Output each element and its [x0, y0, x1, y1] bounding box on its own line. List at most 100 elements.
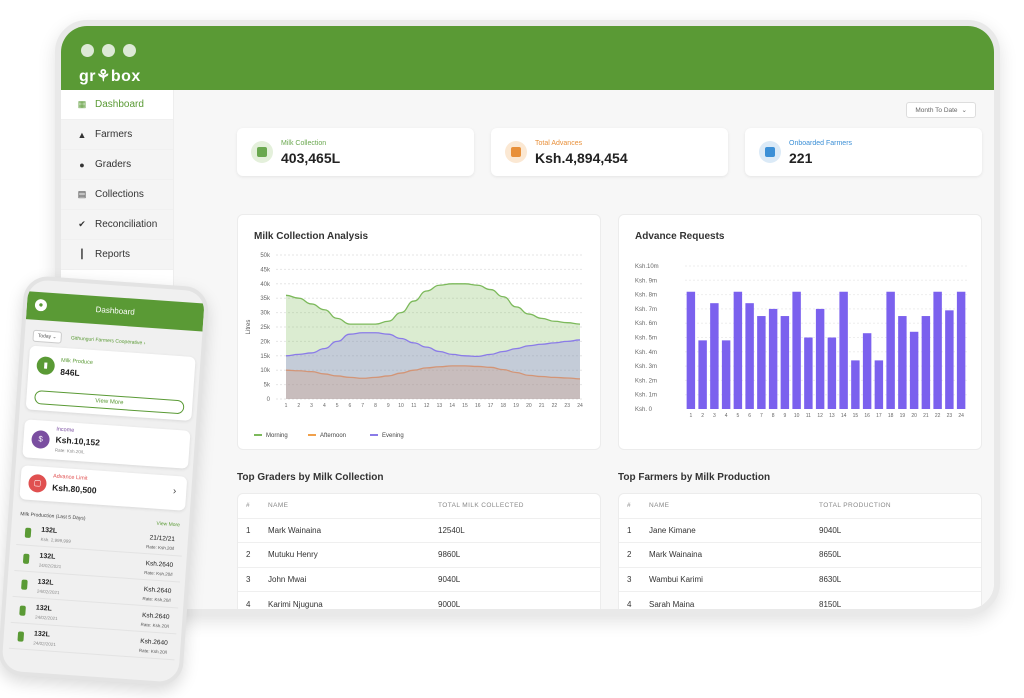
title-bar: gr⚘box	[61, 26, 994, 90]
x-tick-label: 12	[817, 413, 823, 419]
production-view-more-link[interactable]: View More	[156, 520, 181, 529]
bar[interactable]	[827, 337, 837, 410]
legend-label: Evening	[382, 433, 404, 439]
table-row[interactable]: 2 Mutuku Henry 9860L	[238, 543, 600, 568]
bar[interactable]	[839, 291, 848, 409]
table-cell: Wambui Karimi	[649, 574, 703, 584]
sidebar-item-graders[interactable]: ● Graders	[61, 150, 173, 180]
bar[interactable]	[815, 308, 825, 409]
bar[interactable]	[780, 316, 790, 409]
bar[interactable]	[757, 316, 766, 409]
x-tick-label: 14	[841, 413, 847, 419]
sidebar-item-reports[interactable]: ┃ Reports	[61, 240, 173, 270]
advance-limit-card[interactable]: ▢ Advance Limit Ksh.80,500 ›	[19, 465, 188, 511]
table-header-row: # NAME TOTAL MILK COLLECTED	[238, 494, 600, 519]
rate: Rate: Ksh.20/l	[145, 544, 175, 552]
quantity: 132L	[39, 552, 56, 561]
milk-can-icon	[251, 141, 273, 163]
table-row[interactable]: 1 Jane Kimane 9040L	[619, 519, 981, 543]
x-tick-label: 13	[829, 413, 835, 419]
bar[interactable]	[862, 333, 872, 409]
period-select-label: Month To Date	[915, 106, 958, 114]
bar[interactable]	[710, 303, 719, 409]
y-tick-label: 5k	[264, 383, 271, 389]
y-tick-label: 35k	[260, 296, 271, 302]
window-dot-icon[interactable]	[81, 44, 94, 57]
bar[interactable]	[921, 316, 931, 409]
y-tick-label: Ksh. 0	[635, 407, 653, 413]
bar[interactable]	[792, 291, 801, 409]
farmer-card-icon	[759, 141, 781, 163]
x-tick-label: 24	[577, 403, 583, 409]
table-cell: Mark Wainaina	[268, 525, 322, 535]
sidebar-item-dashboard[interactable]: ▦ Dashboard	[61, 90, 173, 120]
sidebar-item-label: Reconciliation	[95, 219, 158, 230]
price: Ksh.2640	[140, 637, 168, 647]
y-tick-label: Ksh. 8m	[635, 293, 657, 299]
bar[interactable]	[698, 340, 707, 409]
dashboard-icon: ▦	[77, 99, 87, 109]
table-cell: 4	[627, 599, 632, 609]
table-row[interactable]: 2 Mark Wainaina 8650L	[619, 543, 981, 568]
bar[interactable]	[733, 291, 743, 409]
user-icon: ▲	[77, 129, 87, 140]
series-line-evening	[285, 332, 581, 358]
today-select[interactable]: Today ⌄	[32, 329, 63, 344]
table-row[interactable]: 3 John Mwai 9040L	[238, 568, 600, 592]
x-tick-label: 21	[923, 413, 929, 419]
stat-value: 221	[789, 150, 813, 166]
table-cell: 8150L	[819, 599, 842, 609]
table-header-row: # NAME TOTAL PRODUCTION	[619, 494, 981, 519]
sidebar-item-collections[interactable]: ▤ Collections	[61, 180, 173, 210]
window-dot-icon[interactable]	[123, 44, 136, 57]
bar[interactable]	[851, 360, 860, 409]
bar[interactable]	[886, 291, 895, 409]
table-row[interactable]: 1 Mark Wainaina 12540L	[238, 519, 600, 543]
bar[interactable]	[745, 303, 754, 409]
table-cell: 9040L	[438, 574, 461, 584]
x-tick-label: 24	[958, 413, 964, 419]
window-dot-icon[interactable]	[102, 44, 115, 57]
table-row[interactable]: 4 Karimi Njuguna 9000L	[238, 592, 600, 609]
income-label: Income	[56, 426, 75, 434]
period-select[interactable]: Month To Date ⌄	[906, 102, 976, 118]
y-tick-label: 0	[267, 397, 271, 403]
bar[interactable]	[804, 337, 813, 410]
money-icon: $	[30, 429, 51, 450]
advance-limit-value: Ksh.80,500	[51, 482, 97, 496]
x-tick-label: 9	[783, 413, 786, 419]
cooperative-link[interactable]: Githunguri Farmers Cooperative ›	[70, 335, 146, 347]
bar[interactable]	[768, 308, 778, 409]
view-more-button[interactable]: View More	[34, 389, 185, 415]
bar[interactable]	[909, 331, 919, 409]
bar[interactable]	[898, 316, 907, 409]
income-card: $ Income Ksh.10,152 Rate: Ksh.20/L	[22, 419, 191, 469]
sidebar-item-farmers[interactable]: ▲ Farmers	[61, 120, 173, 150]
bar[interactable]	[933, 291, 942, 409]
x-tick-label: 23	[564, 403, 570, 409]
bar[interactable]	[721, 340, 731, 409]
table-row[interactable]: 3 Wambui Karimi 8630L	[619, 568, 981, 592]
price: 21/12/21	[149, 534, 176, 544]
y-tick-label: 45k	[260, 267, 271, 273]
bar[interactable]	[945, 310, 954, 409]
y-tick-label: Ksh. 6m	[635, 321, 657, 327]
bar[interactable]	[874, 360, 884, 409]
x-tick-label: 1	[689, 413, 692, 419]
income-value: Ksh.10,152	[55, 434, 101, 448]
price: Ksh.2640	[141, 612, 170, 621]
table-cell: John Mwai	[268, 574, 307, 584]
bar[interactable]	[686, 291, 696, 409]
x-tick-label: 11	[411, 403, 416, 409]
column-header: TOTAL PRODUCTION	[819, 502, 892, 510]
x-tick-label: 17	[876, 413, 882, 419]
y-tick-label: Ksh. 5m	[635, 336, 657, 342]
table-cell: 1	[627, 525, 632, 535]
bar[interactable]	[956, 291, 966, 409]
x-tick-label: 20	[911, 413, 917, 419]
x-tick-label: 22	[935, 413, 941, 419]
table-cell: 9860L	[438, 550, 461, 560]
sidebar-item-reconciliation[interactable]: ✔ Reconciliation	[61, 210, 173, 240]
y-tick-label: Ksh. 9m	[635, 278, 657, 284]
table-row[interactable]: 4 Sarah Maina 8150L	[619, 592, 981, 609]
